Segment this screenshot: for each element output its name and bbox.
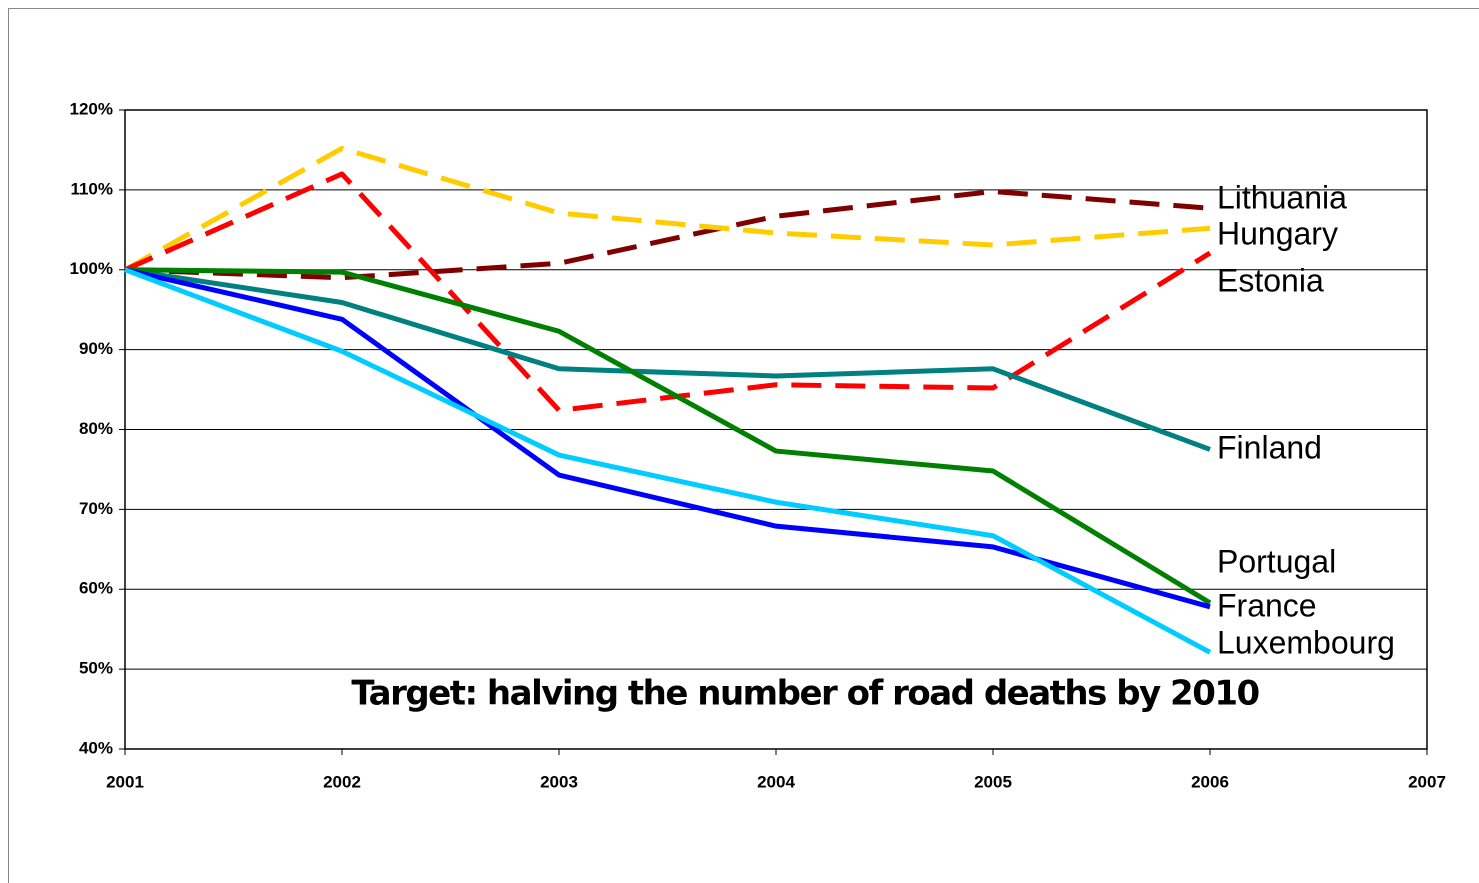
series-label: Luxembourg [1217,624,1395,660]
y-tick-label: 80% [79,419,113,438]
y-tick-label: 90% [79,339,113,358]
x-tick-label: 2002 [323,772,361,791]
x-tick-label: 2003 [540,772,578,791]
y-tick-label: 40% [79,738,113,757]
series-line [124,267,1212,605]
x-tick-label: 2005 [974,772,1012,791]
annotation: Target: halving the number of road death… [351,674,1259,714]
series-line [124,188,1211,281]
x-tick-label: 2004 [757,772,795,791]
series-label: Portugal [1217,543,1336,579]
x-tick-label: 2001 [106,772,144,791]
series-label: Finland [1217,429,1322,465]
y-tick-label: 100% [70,259,113,278]
x-tick-label: 2006 [1191,772,1229,791]
series-label: Lithuania [1217,179,1347,215]
series-label: Estonia [1217,262,1324,298]
series-line [123,171,1212,413]
series-line [124,267,1211,452]
y-tick-label: 50% [79,659,113,678]
y-tick-label: 70% [79,499,113,518]
x-tick-label: 2007 [1408,772,1446,791]
y-tick-label: 60% [79,579,113,598]
y-tick-label: 110% [70,179,113,198]
series-label: Hungary [1217,215,1338,251]
series-line [124,267,1211,610]
series-label: France [1217,587,1317,623]
frame [8,8,1479,883]
series-line [124,267,1212,655]
plot-area [124,109,1428,750]
series-line [123,145,1211,272]
y-tick-label: 120% [70,99,113,118]
